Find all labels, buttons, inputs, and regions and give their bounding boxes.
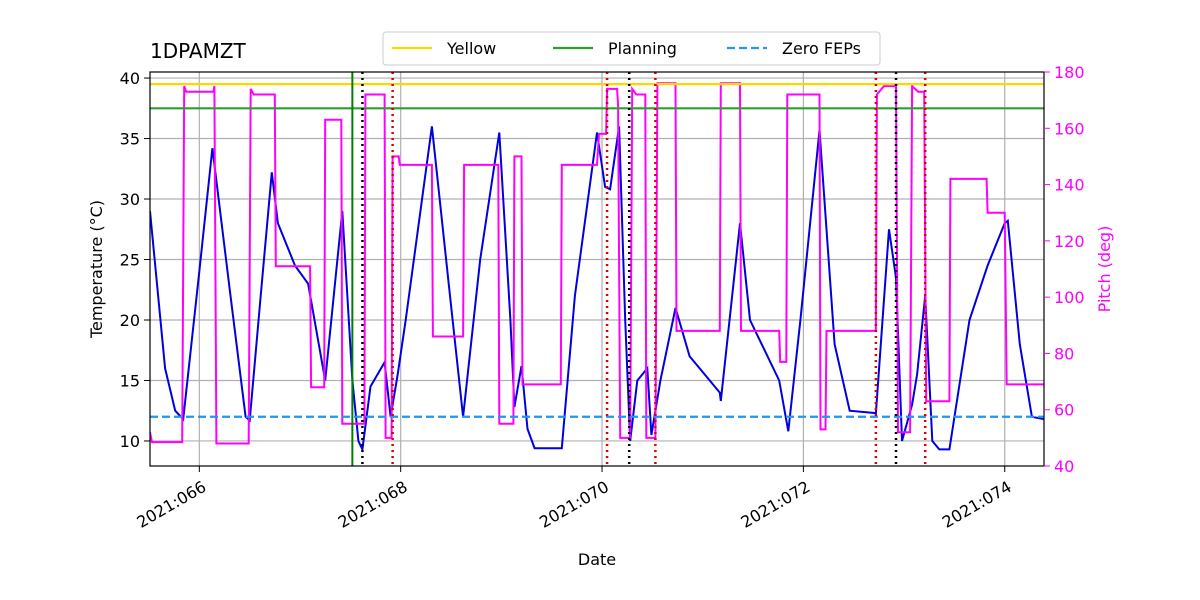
- plot-area: [150, 72, 1044, 466]
- y2-tick-label: 180: [1054, 63, 1085, 82]
- legend-label: Planning: [608, 39, 677, 58]
- y2-tick-label: 80: [1054, 344, 1074, 363]
- y2-axis-label: Pitch (deg): [1095, 226, 1114, 313]
- y-tick-label: 40: [120, 69, 140, 88]
- y2-tick-label: 140: [1054, 176, 1085, 195]
- chart-title: 1DPAMZT: [150, 39, 247, 63]
- y-axis-label: Temperature (°C): [87, 200, 106, 339]
- y-tick-label: 10: [120, 432, 140, 451]
- y-tick-label: 30: [120, 190, 140, 209]
- x-tick-label: 2021:074: [939, 477, 1015, 532]
- y2-tick-label: 160: [1054, 119, 1085, 138]
- x-axis-label: Date: [578, 550, 616, 569]
- plot-frame: [149, 71, 1045, 467]
- legend-label: Yellow: [446, 39, 496, 58]
- y-tick-label: 15: [120, 371, 140, 390]
- x-tick-label: 2021:072: [737, 477, 813, 532]
- y2-tick-label: 40: [1054, 457, 1074, 476]
- x-tick-label: 2021:070: [536, 477, 612, 532]
- y2-tick-label: 120: [1054, 232, 1085, 251]
- y2-tick-label: 60: [1054, 401, 1074, 420]
- y-tick-label: 35: [120, 130, 140, 149]
- series-line: [150, 82, 1044, 445]
- legend-entries: Yellow Planning Zero FEPs: [392, 39, 861, 58]
- legend-label: Zero FEPs: [782, 39, 861, 58]
- y-tick-label: 25: [120, 251, 140, 270]
- x-tick-label: 2021:068: [335, 477, 411, 532]
- y-tick-label: 20: [120, 311, 140, 330]
- y2-tick-label: 100: [1054, 288, 1085, 307]
- legend: [382, 31, 881, 66]
- x-tick-label: 2021:066: [133, 477, 209, 532]
